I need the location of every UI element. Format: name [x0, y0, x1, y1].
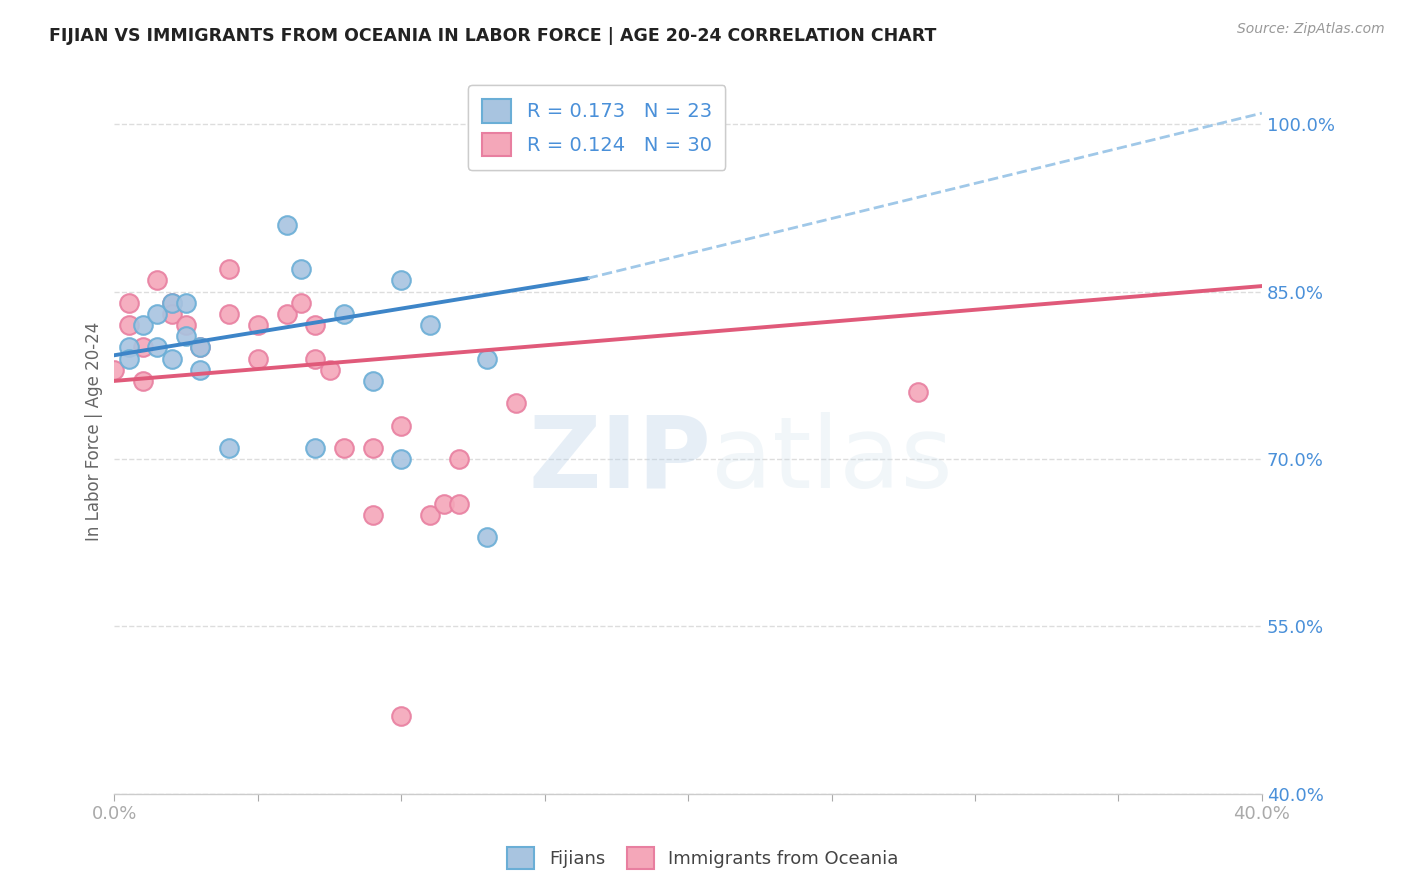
Point	[419, 508, 441, 522]
Point	[276, 307, 298, 321]
Point	[907, 385, 929, 400]
Point	[103, 363, 125, 377]
Point	[389, 452, 412, 467]
Point	[290, 262, 312, 277]
Point	[477, 530, 499, 544]
Point	[190, 340, 212, 354]
Point	[146, 307, 169, 321]
Point	[290, 295, 312, 310]
Point	[318, 363, 340, 377]
Point	[389, 273, 412, 287]
Text: Source: ZipAtlas.com: Source: ZipAtlas.com	[1237, 22, 1385, 37]
Point	[447, 497, 470, 511]
Legend: R = 0.173   N = 23, R = 0.124   N = 30: R = 0.173 N = 23, R = 0.124 N = 30	[468, 86, 725, 169]
Point	[419, 318, 441, 332]
Point	[333, 307, 356, 321]
Point	[304, 351, 326, 366]
Point	[132, 318, 155, 332]
Point	[174, 318, 197, 332]
Point	[361, 374, 384, 388]
Point	[304, 318, 326, 332]
Point	[118, 318, 141, 332]
Point	[160, 351, 183, 366]
Point	[146, 340, 169, 354]
Legend: Fijians, Immigrants from Oceania: Fijians, Immigrants from Oceania	[498, 838, 908, 879]
Point	[174, 295, 197, 310]
Point	[132, 340, 155, 354]
Point	[190, 340, 212, 354]
Point	[218, 307, 240, 321]
Point	[218, 441, 240, 455]
Point	[146, 273, 169, 287]
Point	[246, 351, 269, 366]
Point	[160, 295, 183, 310]
Point	[174, 329, 197, 343]
Point	[447, 452, 470, 467]
Point	[361, 441, 384, 455]
Point	[433, 497, 456, 511]
Point	[160, 307, 183, 321]
Point	[505, 396, 527, 410]
Y-axis label: In Labor Force | Age 20-24: In Labor Force | Age 20-24	[86, 321, 103, 541]
Point	[118, 340, 141, 354]
Point	[118, 295, 141, 310]
Point	[333, 441, 356, 455]
Point	[218, 262, 240, 277]
Point	[246, 318, 269, 332]
Point	[132, 374, 155, 388]
Point	[389, 708, 412, 723]
Point	[190, 363, 212, 377]
Text: FIJIAN VS IMMIGRANTS FROM OCEANIA IN LABOR FORCE | AGE 20-24 CORRELATION CHART: FIJIAN VS IMMIGRANTS FROM OCEANIA IN LAB…	[49, 27, 936, 45]
Point	[304, 441, 326, 455]
Text: ZIP: ZIP	[529, 411, 711, 508]
Text: atlas: atlas	[711, 411, 953, 508]
Point	[160, 295, 183, 310]
Point	[276, 218, 298, 232]
Point	[118, 351, 141, 366]
Point	[361, 508, 384, 522]
Point	[562, 128, 585, 143]
Point	[477, 351, 499, 366]
Point	[389, 418, 412, 433]
